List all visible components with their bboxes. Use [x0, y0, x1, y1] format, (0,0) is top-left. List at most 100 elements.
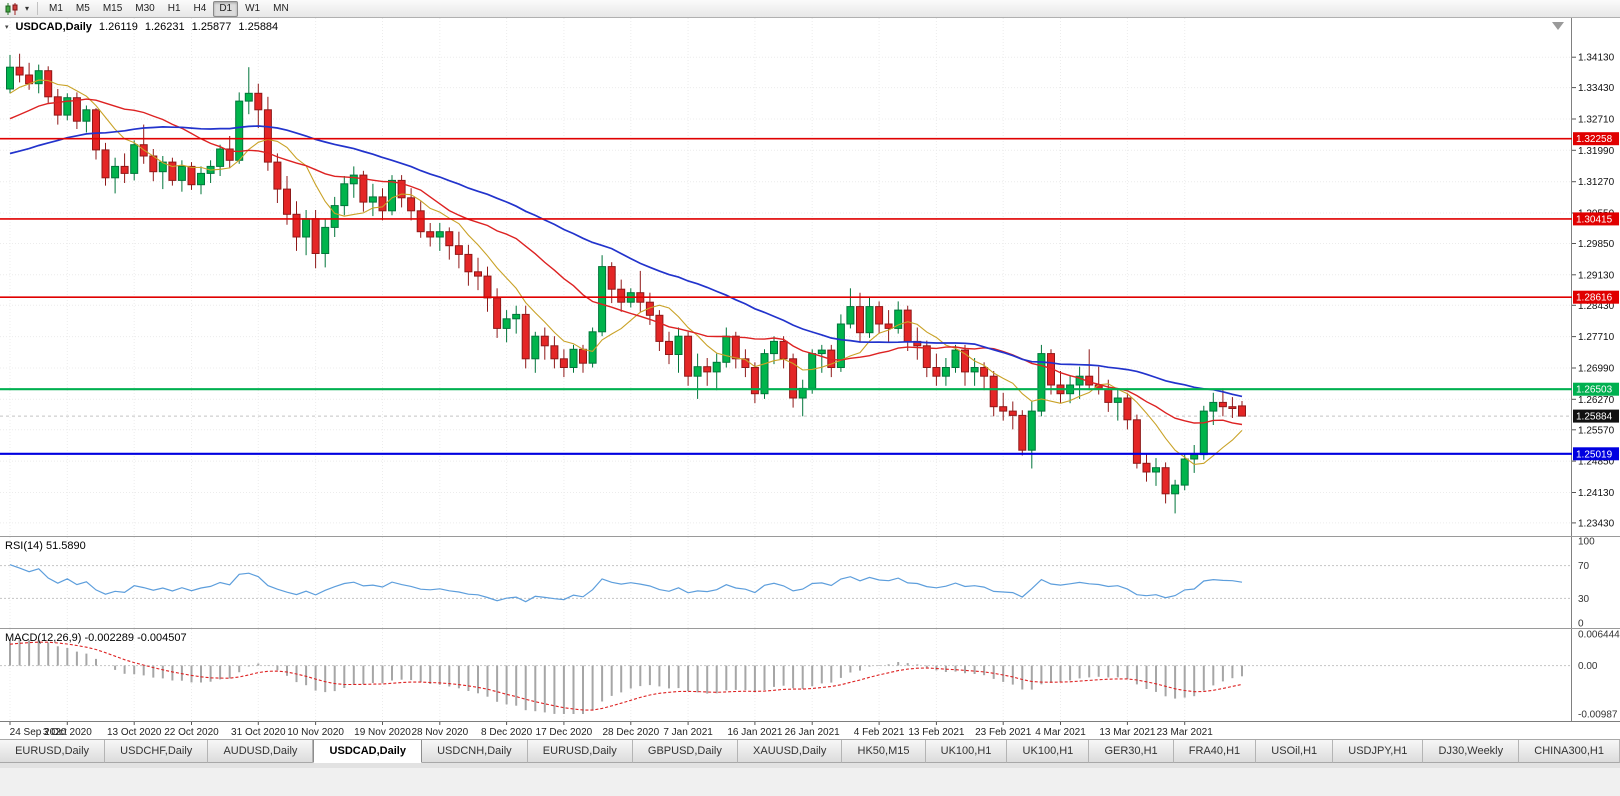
rsi-axis[interactable]: 100 70 30 0: [1571, 537, 1596, 629]
candle: [865, 306, 874, 334]
chart-tab-hk50-m15[interactable]: HK50,M15: [842, 740, 926, 763]
svg-text:13 Feb 2021: 13 Feb 2021: [908, 727, 965, 738]
timeframe-button-m1[interactable]: M1: [49, 2, 63, 14]
candle: [483, 275, 492, 299]
panel-splitter-macd[interactable]: [0, 628, 1620, 629]
candle: [521, 313, 530, 360]
candle: [101, 149, 110, 179]
chart-tab-usdchf-daily[interactable]: USDCHF,Daily: [105, 740, 209, 763]
candle: [531, 335, 540, 360]
chart-tab-usdcad-daily[interactable]: USDCAD,Daily: [313, 740, 423, 763]
candle: [197, 172, 205, 186]
macd-axis[interactable]: 0.006444 0.00 -0.00987: [1571, 629, 1620, 721]
candle: [903, 309, 912, 342]
rsi-grid: [0, 537, 1572, 628]
candle: [177, 165, 186, 181]
candle: [502, 318, 511, 329]
timeframe-button-mn[interactable]: MN: [273, 2, 289, 14]
candle: [703, 366, 712, 373]
chart-tab-usoil-h1[interactable]: USOil,H1: [1256, 740, 1334, 763]
price-chart-panel[interactable]: 1.341301.334301.327101.319901.312701.305…: [0, 18, 1620, 536]
candle: [311, 218, 320, 254]
candle: [693, 366, 702, 377]
svg-text:1.30415: 1.30415: [1576, 214, 1613, 225]
chart-tab-fra40-h1[interactable]: FRA40,H1: [1173, 740, 1257, 763]
svg-text:1.26503: 1.26503: [1576, 385, 1613, 396]
chart-tab-ger30-h1[interactable]: GER30,H1: [1089, 740, 1174, 763]
price-chart-svg: 1.341301.334301.327101.319901.312701.305…: [0, 18, 1619, 536]
candle: [454, 245, 463, 255]
grid-layer: [0, 18, 1572, 536]
timeframe-button-h1[interactable]: H1: [167, 2, 181, 14]
timeframe-button-m5[interactable]: M5: [75, 2, 90, 14]
chart-tab-uk100-h1[interactable]: UK100,H1: [1007, 740, 1090, 763]
svg-text:28 Dec 2020: 28 Dec 2020: [602, 727, 659, 738]
svg-text:0: 0: [1578, 619, 1584, 629]
chart-tab-uk100-h1[interactable]: UK100,H1: [925, 740, 1008, 763]
timeframe-button-m15[interactable]: M15: [102, 2, 123, 14]
candle: [1228, 406, 1237, 410]
chevron-down-icon[interactable]: ▾: [24, 4, 29, 13]
candle: [349, 174, 358, 185]
candle: [92, 109, 100, 151]
candle: [884, 323, 893, 329]
candle: [894, 309, 903, 329]
candle: [1075, 375, 1084, 386]
chart-tab-xauusd-daily[interactable]: XAUUSD,Daily: [737, 740, 843, 763]
rsi-line: [9, 564, 1243, 603]
chart-shift-marker[interactable]: [1552, 22, 1564, 30]
candle: [1008, 410, 1017, 416]
candle: [808, 353, 817, 389]
candle: [741, 358, 750, 368]
level-price-badge: [1573, 132, 1619, 146]
timeframe-button-d1[interactable]: D1: [213, 0, 239, 17]
macd-indicator-panel[interactable]: 0.006444 0.00 -0.00987 MACD(12,26,9) -0.00…: [0, 629, 1620, 721]
chart-tab-eurusd-daily[interactable]: EURUSD,Daily: [0, 740, 106, 763]
candle: [540, 335, 549, 347]
svg-text:1.24130: 1.24130: [1578, 488, 1615, 499]
panel-splitter-rsi[interactable]: [0, 536, 1620, 537]
svg-text:1.31270: 1.31270: [1578, 177, 1615, 188]
chart-tab-audusd-daily[interactable]: AUDUSD,Daily: [208, 740, 314, 763]
svg-text:7 Jan 2021: 7 Jan 2021: [663, 727, 713, 738]
candle: [579, 348, 587, 364]
candle: [770, 340, 778, 355]
rsi-indicator-panel[interactable]: 100 70 30 0 RSI(14) 51.5890: [0, 537, 1620, 628]
candle: [1190, 454, 1199, 460]
svg-text:8 Dec 2020: 8 Dec 2020: [481, 727, 533, 738]
candle: [980, 367, 989, 377]
candle: [6, 66, 14, 90]
chart-tab-dj30-weekly[interactable]: DJ30,Weekly: [1423, 740, 1520, 763]
ma-20: [9, 98, 1243, 426]
candle: [722, 335, 731, 363]
candle: [1037, 353, 1046, 412]
price-axis[interactable]: 1.341301.334301.327101.319901.312701.305…: [1571, 18, 1615, 536]
candle: [999, 406, 1008, 412]
chart-tab-eurusd-daily[interactable]: EURUSD,Daily: [527, 740, 633, 763]
candle: [1113, 397, 1122, 403]
candle: [273, 161, 282, 190]
level-price-badge: [1573, 382, 1619, 396]
candle: [225, 148, 234, 161]
candle: [263, 109, 272, 163]
timeframe-button-m30[interactable]: M30: [135, 2, 155, 14]
symbol-dropdown-icon[interactable]: ▾: [5, 24, 9, 31]
svg-text:1.26270: 1.26270: [1578, 395, 1615, 406]
level-price-badge: [1573, 447, 1619, 461]
candle: [1209, 401, 1218, 412]
candle: [1199, 410, 1208, 456]
timeframe-button-w1[interactable]: W1: [245, 2, 261, 14]
candle: [674, 335, 683, 356]
candle: [655, 314, 664, 342]
candle: [292, 213, 301, 238]
candlestick-chart-icon[interactable]: [4, 2, 20, 16]
svg-text:24 Sep 2020: 24 Sep 2020: [10, 727, 67, 738]
timeframe-button-h4[interactable]: H4: [193, 2, 207, 14]
horizontal-levels-layer[interactable]: 1.32258 1.30415 1.28616 1.26503 1.25019 1.258…: [0, 132, 1619, 461]
chart-tab-china300-h1[interactable]: CHINA300,H1: [1519, 740, 1620, 763]
candle: [941, 367, 950, 377]
chart-tab-usdcnh-daily[interactable]: USDCNH,Daily: [422, 740, 528, 763]
chart-tab-usdjpy-h1[interactable]: USDJPY,H1: [1333, 740, 1424, 763]
chart-tab-gbpusd-daily[interactable]: GBPUSD,Daily: [632, 740, 738, 763]
date-axis[interactable]: 24 Sep 2020 3 Oct 2020 13 Oct 2020 22 Oct 2…: [0, 721, 1620, 739]
